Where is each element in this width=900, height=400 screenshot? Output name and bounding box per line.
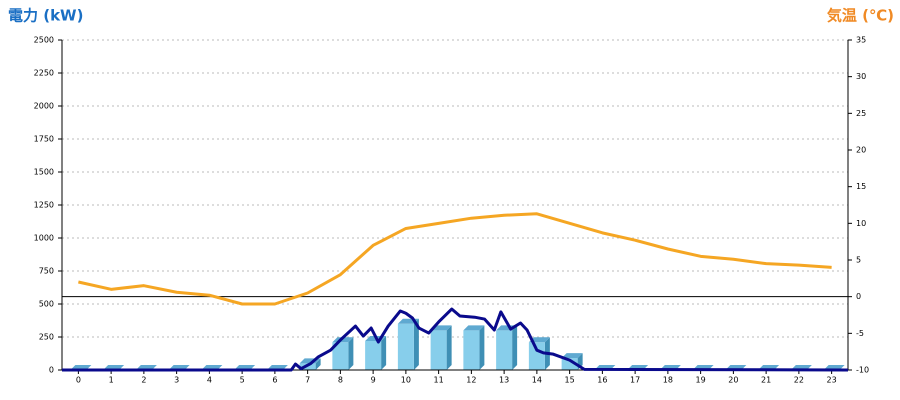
bar [430,330,447,370]
x-tick-label: 4 [207,376,212,385]
y2-tick-label: 15 [856,182,866,191]
bar-top [463,325,485,331]
bar-side [446,325,452,370]
x-tick-label: 0 [76,376,81,385]
x-tick-label: 2 [141,376,146,385]
bar [528,342,545,370]
y2-tick-label: 25 [856,109,866,118]
x-tick-label: 9 [371,376,376,385]
x-tick-label: 14 [532,376,542,385]
y2-tick-label: -5 [856,329,864,338]
x-tick-label: 20 [728,376,738,385]
bar [397,323,414,370]
x-tick-label: 15 [565,376,575,385]
x-tick-label: 18 [663,376,673,385]
x-tick-label: 17 [630,376,640,385]
y2-tick-label: 0 [856,292,861,301]
y-tick-label: 2250 [34,69,54,78]
x-tick-label: 21 [761,376,771,385]
y-tick-label: 0 [49,366,54,375]
x-tick-label: 1 [109,376,114,385]
x-tick-label: 5 [240,376,245,385]
bar [332,342,349,370]
bar-top [528,337,550,343]
bar-side [413,318,419,370]
bar [365,340,382,370]
x-tick-label: 19 [696,376,706,385]
bar-side [348,337,354,370]
bar [463,330,480,370]
x-tick-label: 11 [434,376,444,385]
y-tick-label: 250 [39,333,54,342]
x-tick-label: 23 [827,376,837,385]
y-tick-label: 1750 [34,135,54,144]
y2-tick-label: 10 [856,219,866,228]
power-line [62,307,849,372]
y2-tick-label: 5 [856,256,861,265]
x-tick-label: 3 [174,376,179,385]
y-tick-label: 500 [39,300,54,309]
x-tick-label: 10 [401,376,411,385]
y2-tick-label: 35 [856,36,866,45]
bar-side [315,358,321,370]
x-tick-label: 7 [305,376,310,385]
bar-side [381,335,387,370]
y-tick-label: 2500 [34,36,54,45]
y-tick-label: 1000 [34,234,54,243]
x-tick-label: 13 [499,376,509,385]
temperature-line [78,212,832,306]
y-tick-label: 750 [39,267,54,276]
y2-tick-label: -10 [856,366,869,375]
bar-side [512,325,518,370]
y2-tick-label: 30 [856,72,866,81]
bar [561,358,578,370]
bar [496,330,513,370]
y2-axis-title: 気温 (℃) [827,7,894,25]
y-tick-label: 1250 [34,201,54,210]
y-axis-title: 電力 (kW) [8,7,83,25]
bar-top [561,353,583,359]
x-tick-label: 16 [597,376,607,385]
x-tick-label: 8 [338,376,343,385]
y-tick-label: 2000 [34,102,54,111]
x-tick-label: 6 [272,376,277,385]
bar-side [479,325,485,370]
x-tick-label: 22 [794,376,804,385]
y-tick-label: 1500 [34,168,54,177]
x-tick-label: 12 [466,376,476,385]
y2-tick-label: 20 [856,146,866,155]
